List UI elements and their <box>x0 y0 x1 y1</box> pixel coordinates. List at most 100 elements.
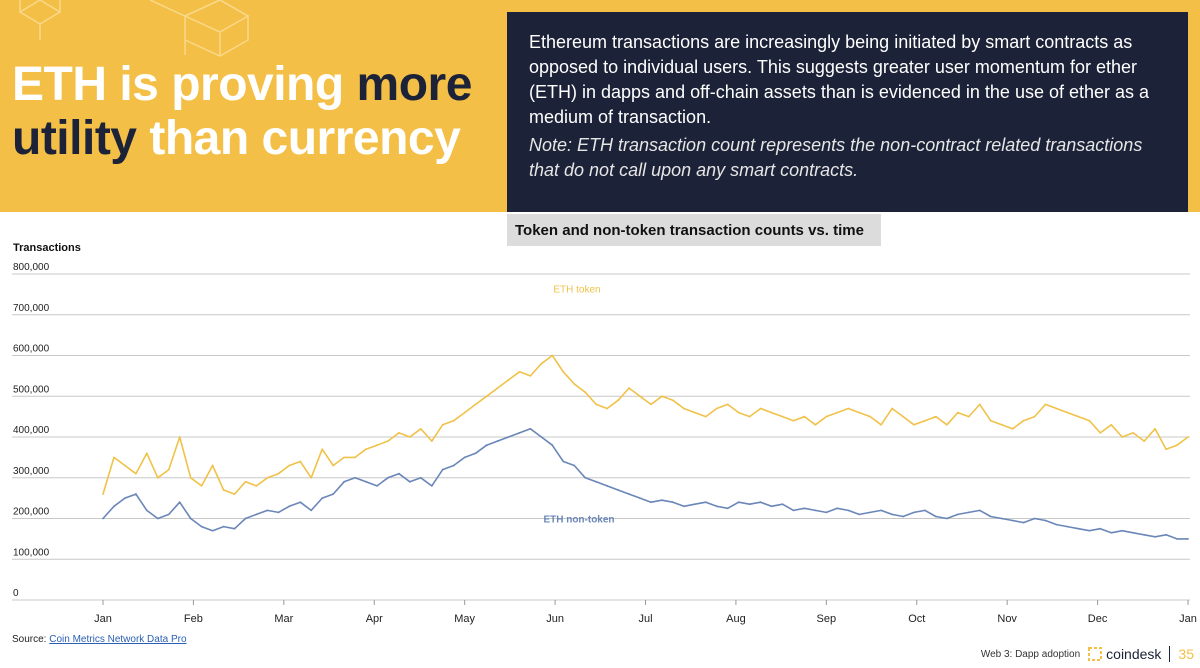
data-point <box>452 464 455 467</box>
summary-text: Ethereum transactions are increasingly b… <box>529 32 1150 127</box>
y-tick-label: 800,000 <box>13 262 50 273</box>
data-point <box>1143 533 1146 536</box>
data-point <box>1000 517 1003 520</box>
data-point <box>836 411 839 414</box>
x-tick-label: Nov <box>997 613 1017 625</box>
data-point <box>792 419 795 422</box>
x-axis-ticks: Jan Feb Mar Apr May Jun Jul Aug Sep Oct Nov Dec Jan <box>94 600 1197 625</box>
data-point <box>463 456 466 459</box>
title-part-3: utility <box>12 112 137 165</box>
x-tick-label: Mar <box>274 613 293 625</box>
page-number: 35 <box>1178 646 1194 662</box>
data-point <box>759 501 762 504</box>
data-point <box>310 476 313 479</box>
data-point <box>880 509 883 512</box>
data-point <box>770 411 773 414</box>
data-point <box>551 354 554 357</box>
data-point <box>452 419 455 422</box>
title-part-2: more <box>356 58 473 111</box>
series-eth-non-token-line <box>102 428 1188 540</box>
x-tick-label: Jan <box>94 613 112 625</box>
title-part-1: ETH is proving <box>12 58 357 111</box>
data-point <box>880 423 883 426</box>
data-point <box>156 476 159 479</box>
data-point <box>869 511 872 514</box>
y-tick-label: 700,000 <box>13 303 50 314</box>
data-point <box>178 501 181 504</box>
data-point <box>233 527 236 530</box>
data-point <box>387 440 389 442</box>
y-tick-label: 500,000 <box>13 384 50 395</box>
series-eth-token-line <box>102 354 1189 495</box>
data-point <box>441 468 444 471</box>
data-point <box>606 407 609 410</box>
source-link[interactable]: Coin Metrics Network Data Pro <box>49 634 187 645</box>
data-point <box>507 436 510 438</box>
data-point <box>650 501 652 504</box>
data-point <box>343 456 346 459</box>
title-part-4: than currency <box>136 112 461 165</box>
data-point <box>693 411 696 414</box>
data-point <box>814 509 817 512</box>
data-point <box>134 472 137 475</box>
y-axis-title: Transactions <box>13 242 81 254</box>
data-point <box>989 515 992 518</box>
data-point <box>945 517 948 520</box>
x-tick-label: Dec <box>1088 613 1108 625</box>
data-point <box>715 505 718 508</box>
data-point <box>781 415 784 418</box>
x-tick-label: Jan <box>1179 613 1197 625</box>
data-point <box>376 485 378 487</box>
data-point <box>430 485 433 487</box>
data-point <box>1110 423 1113 426</box>
data-point <box>299 501 302 504</box>
data-point <box>956 513 959 516</box>
data-point <box>1165 533 1167 536</box>
data-point <box>474 452 477 455</box>
data-point <box>244 480 247 483</box>
data-point <box>836 507 839 510</box>
data-point <box>617 489 620 491</box>
data-point <box>507 379 510 381</box>
data-point <box>639 497 641 500</box>
data-point <box>847 509 850 512</box>
data-point <box>1022 419 1025 422</box>
data-point <box>1066 411 1069 414</box>
data-point <box>255 513 258 516</box>
data-point <box>858 411 861 414</box>
data-point <box>222 489 225 491</box>
data-point <box>1066 525 1069 528</box>
data-point <box>617 399 620 402</box>
data-point <box>1099 432 1102 434</box>
x-tick-label: Feb <box>184 613 203 625</box>
data-point <box>332 493 335 495</box>
y-axis-ticks: 0 100,000 200,000 300,000 400,000 500,000 600,… <box>13 262 50 599</box>
data-point <box>102 493 104 495</box>
data-point <box>178 436 181 438</box>
data-point <box>1055 407 1058 410</box>
data-point <box>935 515 937 518</box>
data-point <box>485 444 488 447</box>
y-tick-label: 100,000 <box>13 547 50 558</box>
series-labels: ETH token ETH non-token <box>543 284 614 525</box>
x-tick-label: Jun <box>546 613 564 625</box>
data-point <box>474 403 477 406</box>
data-point <box>540 436 543 438</box>
data-point <box>310 509 313 512</box>
data-point <box>266 509 269 512</box>
data-point <box>891 407 893 410</box>
data-point <box>1044 403 1047 406</box>
data-point <box>956 411 959 414</box>
data-point <box>167 468 170 471</box>
data-point <box>682 505 685 508</box>
section-label: Web 3: Dapp adoption <box>980 648 1081 660</box>
data-point <box>518 432 521 434</box>
chart-title: Token and non-token transaction counts v… <box>507 214 881 246</box>
data-point <box>430 440 433 442</box>
data-point <box>1154 535 1157 538</box>
data-point <box>1121 436 1124 438</box>
data-point <box>584 391 587 394</box>
x-tick-label: Apr <box>366 613 383 625</box>
data-point <box>595 403 598 406</box>
data-point <box>145 452 148 455</box>
